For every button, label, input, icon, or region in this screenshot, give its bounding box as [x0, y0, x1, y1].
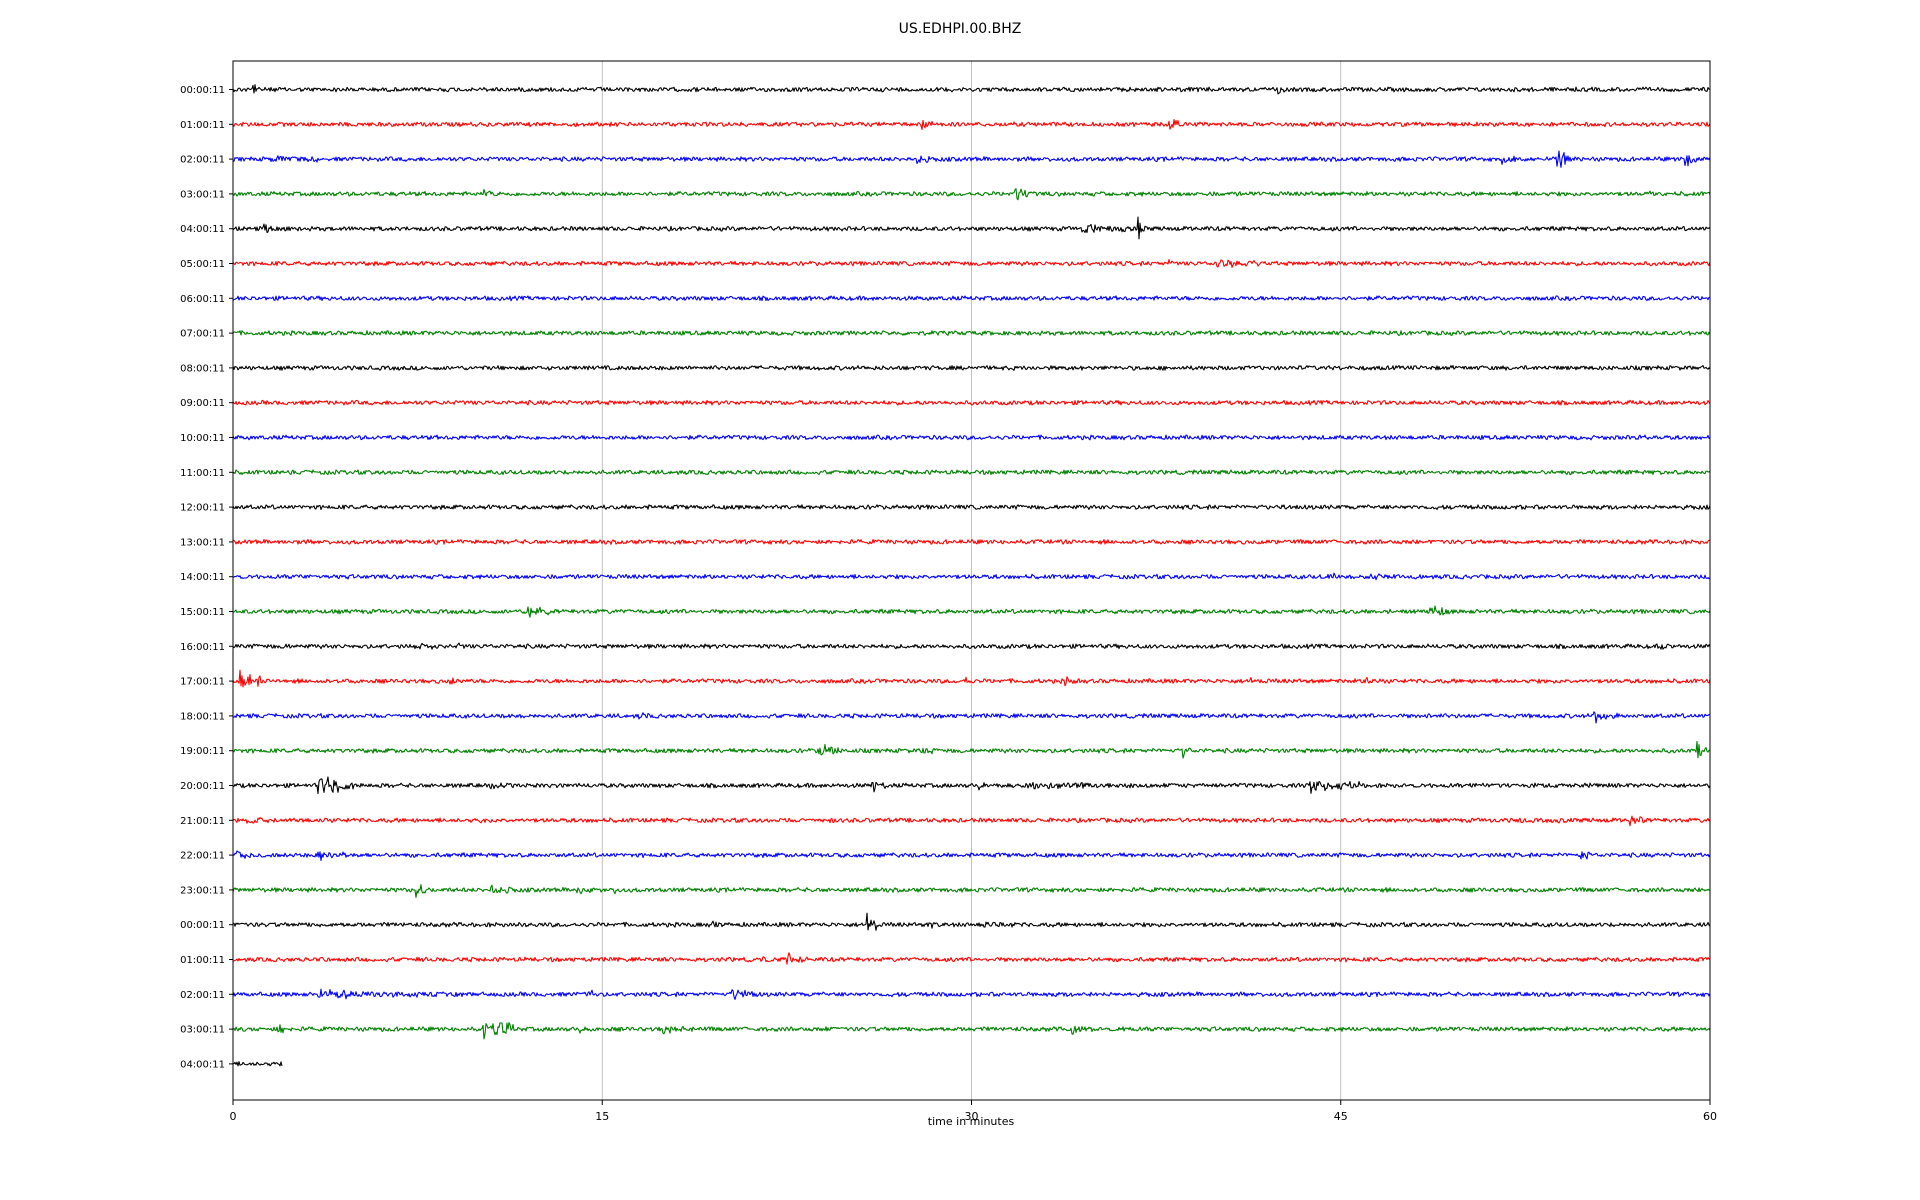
seismic-trace	[232, 572, 1711, 581]
seismic-trace	[232, 330, 1711, 337]
seismic-trace	[232, 740, 1711, 759]
row-time-label: 23:00:11	[180, 885, 225, 896]
x-tick-label: 15	[595, 1110, 609, 1123]
chart-title: US.EDHPI.00.BHZ	[898, 21, 1022, 37]
row-time-label: 07:00:11	[180, 329, 225, 340]
x-tick-label: 60	[1703, 1110, 1717, 1123]
row-time-label: 01:00:11	[180, 955, 225, 966]
seismic-trace	[232, 776, 1711, 795]
seismic-trace	[232, 150, 1711, 168]
seismic-trace	[232, 118, 1711, 131]
row-time-label: 20:00:11	[180, 781, 225, 792]
row-time-label: 08:00:11	[180, 363, 225, 374]
seismic-trace	[232, 364, 1711, 371]
seismic-trace	[232, 912, 1711, 931]
seismic-trace	[232, 434, 1711, 441]
row-labels: 00:00:11 01:00:11 02:00:11 03:00:11 04:00:11…	[180, 85, 233, 1070]
seismic-trace	[232, 1022, 1711, 1040]
row-time-label: 04:00:11	[180, 1059, 225, 1070]
seismic-trace	[232, 84, 1711, 95]
seismic-trace	[232, 188, 1711, 201]
seismic-trace	[232, 642, 1711, 650]
row-time-label: 22:00:11	[180, 851, 225, 862]
vertical-grid	[601, 61, 1342, 1100]
row-time-label: 15:00:11	[180, 607, 225, 618]
seismic-trace	[232, 216, 1711, 240]
row-time-label: 14:00:11	[180, 572, 225, 583]
row-time-label: 01:00:11	[180, 120, 225, 131]
row-time-label: 00:00:11	[180, 920, 225, 931]
seismic-trace	[232, 884, 1711, 898]
seismic-trace	[232, 259, 1711, 268]
row-time-label: 18:00:11	[180, 711, 225, 722]
seismic-trace	[232, 1061, 283, 1067]
row-time-label: 05:00:11	[180, 259, 225, 270]
seismic-trace	[232, 538, 1711, 545]
seismic-trace	[232, 399, 1711, 406]
row-time-label: 09:00:11	[180, 398, 225, 409]
row-time-label: 19:00:11	[180, 746, 225, 757]
seismic-trace	[232, 504, 1711, 511]
x-tick-label: 45	[1334, 1110, 1348, 1123]
seismic-trace	[232, 815, 1711, 827]
row-time-label: 13:00:11	[180, 537, 225, 548]
row-time-label: 17:00:11	[180, 677, 225, 688]
seismic-trace	[232, 952, 1711, 965]
seismic-trace	[232, 711, 1711, 724]
row-time-label: 12:00:11	[180, 503, 225, 514]
seismic-trace	[232, 295, 1711, 302]
x-axis-label: time in minutes	[928, 1115, 1015, 1128]
trace-group	[232, 84, 1711, 1067]
row-time-label: 04:00:11	[180, 224, 225, 235]
row-time-label: 02:00:11	[180, 155, 225, 166]
seismic-trace	[232, 988, 1711, 1001]
seismic-trace	[232, 669, 1711, 688]
seismic-trace	[232, 605, 1711, 618]
row-time-label: 00:00:11	[180, 85, 225, 96]
row-time-label: 06:00:11	[180, 294, 225, 305]
row-time-label: 10:00:11	[180, 433, 225, 444]
row-time-label: 03:00:11	[180, 189, 225, 200]
x-tick-label: 30	[965, 1110, 979, 1123]
seismic-trace	[232, 850, 1711, 862]
row-time-label: 02:00:11	[180, 990, 225, 1001]
x-axis: 0 15 30 45 60	[230, 1100, 1717, 1123]
row-time-label: 11:00:11	[180, 468, 225, 479]
seismic-trace	[232, 469, 1711, 476]
row-time-label: 16:00:11	[180, 642, 225, 653]
row-time-label: 21:00:11	[180, 816, 225, 827]
x-tick-label: 0	[230, 1110, 237, 1123]
row-time-label: 03:00:11	[180, 1025, 225, 1036]
